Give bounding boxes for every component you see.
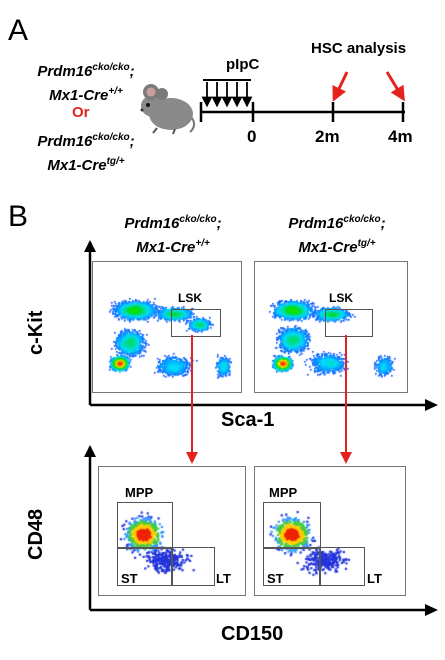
flow-plot-lsk-control: LSK (92, 261, 242, 393)
gate-label-mpp-knockout: MPP (269, 485, 298, 500)
x-axis-label-sca1: Sca-1 (221, 409, 275, 431)
panel-b-letter: B (8, 200, 29, 233)
gate-label-lt-control: LT (216, 571, 231, 586)
panel-a-letter: A (8, 14, 29, 47)
injection-arrows (201, 82, 253, 108)
or-label: Or (72, 104, 90, 121)
analysis-label: HSC analysis (311, 40, 407, 57)
timepoint-4m: 4m (388, 127, 413, 146)
gate-label-st-knockout: ST (267, 571, 284, 586)
genotype-knockout: Prdm16cko/cko; Mx1-Cretg/+ (37, 132, 135, 174)
gate-st-knockout (263, 547, 321, 586)
analysis-arrow-4m (385, 71, 405, 102)
flow-plot-hsc-knockout: MPP ST LT (254, 466, 406, 596)
genotype-control: Prdm16cko/cko; Mx1-Cre+/+ (37, 62, 135, 104)
gate-label-lsk-knockout: LSK (329, 291, 353, 305)
y-axis-label-cd48: CD48 (25, 508, 47, 560)
gate-mpp-control (117, 502, 173, 549)
flow-plot-hsc-control: MPP ST LT (98, 466, 246, 596)
top-axes (84, 240, 438, 411)
analysis-arrow-2m (332, 71, 349, 102)
gate-mpp-knockout (263, 502, 321, 549)
gate-label-lsk-control: LSK (178, 291, 202, 305)
gate-lsk-control (171, 309, 221, 337)
column-header-knockout: Prdm16cko/cko; Mx1-Cretg/+ (288, 214, 386, 256)
gate-st-control (117, 547, 173, 586)
timeline-diagram (199, 71, 405, 122)
flow-plot-lsk-knockout: LSK (254, 261, 408, 393)
timepoint-0: 0 (247, 127, 257, 146)
x-axis-label-cd150: CD150 (221, 623, 284, 645)
gate-label-st-control: ST (121, 571, 138, 586)
gate-lt-control (171, 547, 215, 586)
mouse-icon (140, 84, 196, 135)
gate-lsk-knockout (325, 309, 373, 337)
timepoint-2m: 2m (315, 127, 340, 146)
gate-connector-arrows (186, 335, 352, 464)
gate-label-mpp-control: MPP (125, 485, 154, 500)
bottom-axes (84, 445, 438, 616)
column-header-control: Prdm16cko/cko; Mx1-Cre+/+ (124, 214, 222, 256)
treatment-label: pIpC (226, 56, 260, 73)
gate-label-lt-knockout: LT (367, 571, 382, 586)
gate-lt-knockout (319, 547, 365, 586)
